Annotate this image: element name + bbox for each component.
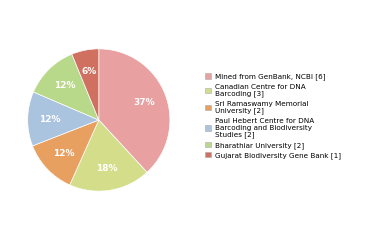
- Text: 12%: 12%: [54, 81, 75, 90]
- Text: 12%: 12%: [52, 149, 74, 158]
- Wedge shape: [33, 120, 99, 185]
- Wedge shape: [33, 54, 99, 120]
- Text: 37%: 37%: [134, 98, 155, 107]
- Wedge shape: [28, 92, 99, 146]
- Wedge shape: [70, 120, 147, 191]
- Legend: Mined from GenBank, NCBI [6], Canadian Centre for DNA
Barcoding [3], Sri Ramaswa: Mined from GenBank, NCBI [6], Canadian C…: [205, 73, 340, 159]
- Text: 12%: 12%: [39, 115, 60, 124]
- Wedge shape: [99, 49, 170, 172]
- Wedge shape: [72, 49, 99, 120]
- Text: 6%: 6%: [82, 67, 97, 76]
- Text: 18%: 18%: [96, 164, 117, 173]
